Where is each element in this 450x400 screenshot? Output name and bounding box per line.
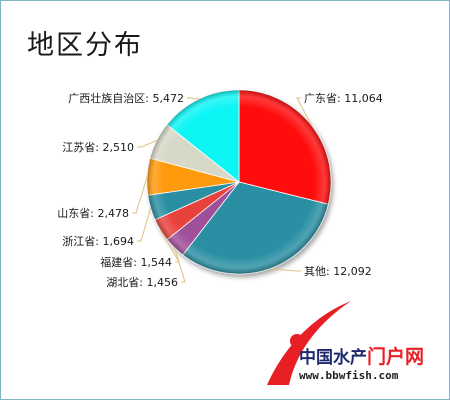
swoosh-icon — [267, 301, 351, 385]
slice-label-1: 广东省: 11,064 — [304, 92, 383, 105]
slice-label-6: 山东省: 2,478 — [57, 207, 129, 220]
leader-line-7 — [137, 140, 158, 148]
watermark-logo: 中国水产门户网 www.bbwfish.com — [259, 293, 449, 393]
slice-label-3: 湖北省: 1,456 — [106, 276, 178, 289]
slice-label-5: 浙江省: 1,694 — [62, 235, 134, 248]
pie-slices — [146, 89, 332, 275]
chart-title: 地区分布 — [27, 30, 143, 61]
slice-label-2: 其他: 12,092 — [304, 265, 372, 278]
watermark-brand: 中国水产门户网 — [299, 342, 424, 369]
leader-line-6 — [132, 176, 148, 214]
watermark-brand-main: 中国水产 — [299, 348, 367, 368]
leader-line-8 — [187, 97, 200, 100]
leader-line-4 — [160, 229, 180, 263]
watermark-brand-accent: 门户网 — [367, 346, 425, 368]
leader-line-5 — [137, 207, 152, 242]
pie-labels: 广东省: 11,064 其他: 12,092 湖北省: 1,456 福建省: 1,54… — [57, 91, 382, 289]
watermark-url: www.bbwfish.com — [299, 369, 399, 382]
slice-label-4: 福建省: 1,544 — [100, 255, 172, 269]
leader-line-2 — [269, 268, 301, 272]
slice-label-8: 广西壮族自治区: 5,472 — [68, 91, 184, 105]
slice-label-7: 江苏省: 2,510 — [62, 141, 134, 154]
leader-line-1 — [296, 97, 312, 126]
leader-line-3 — [174, 247, 186, 283]
